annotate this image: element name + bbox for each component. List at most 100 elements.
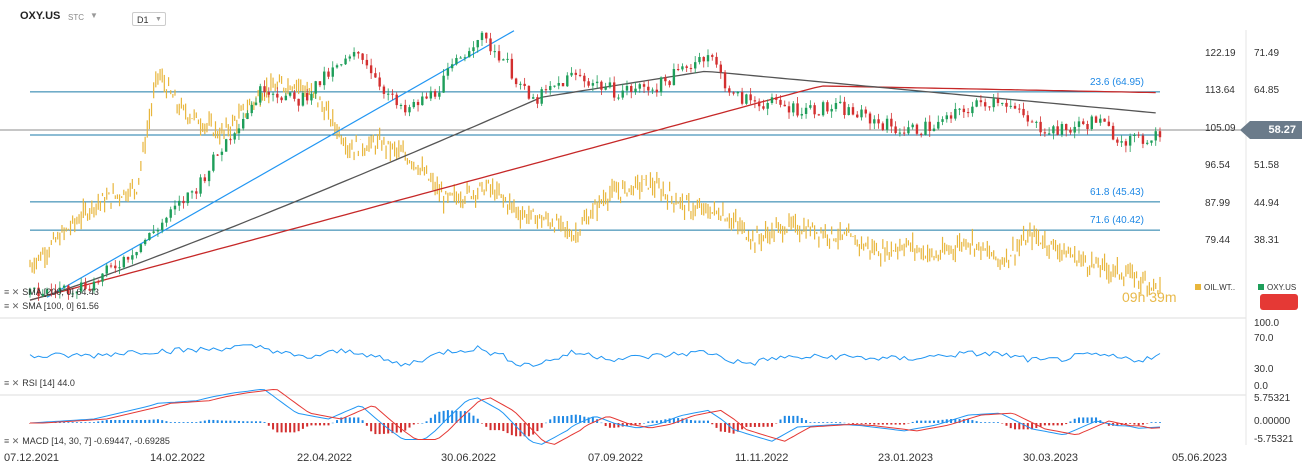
macd-histogram-bar <box>289 423 292 433</box>
macd-histogram-bar <box>438 411 441 423</box>
macd-histogram-bar <box>668 418 671 423</box>
macd-histogram-bar <box>481 423 483 424</box>
sma200-label[interactable]: ≡ ✕ SMA [200, 0] 64.43 <box>4 287 99 298</box>
macd-label[interactable]: ≡ ✕ MACD [14, 30, 7] -0.69447, -0.69285 <box>4 436 170 447</box>
macd-histogram-bar <box>493 423 496 431</box>
oxy-candle-body <box>1039 121 1042 133</box>
oxy-candle-body <box>745 94 748 104</box>
oxy-candle-body <box>1077 121 1081 127</box>
oxy-candle-body <box>638 84 641 89</box>
macd-histogram-bar <box>114 419 117 423</box>
oxy-candle-body <box>983 102 987 107</box>
oxy-candle-body <box>75 291 79 294</box>
oxy-candle-body <box>787 106 791 113</box>
macd-histogram-bar <box>736 423 739 432</box>
sell-button[interactable] <box>1260 294 1298 310</box>
oxy-candle-body <box>979 100 983 103</box>
macd-histogram-bar <box>830 422 833 423</box>
macd-histogram-bar <box>459 411 462 423</box>
oxy-candle-body <box>259 86 262 103</box>
oxy-candle-body <box>1116 139 1119 143</box>
macd-histogram-bar <box>421 423 424 424</box>
oxy-candle-body <box>148 232 151 240</box>
macd-histogram-bar <box>950 419 953 423</box>
legend-oil[interactable]: OIL.WT.. <box>1195 283 1235 292</box>
date-axis-tick: 07.12.2021 <box>4 452 60 464</box>
symbol-dropdown-icon[interactable]: ▼ <box>90 11 98 20</box>
macd-histogram-bar <box>954 419 957 423</box>
macd-histogram-bar <box>340 417 343 423</box>
macd-histogram-bar <box>788 415 791 423</box>
menu-icon[interactable]: ≡ ✕ <box>4 287 20 297</box>
oxy-candle-body <box>331 67 334 77</box>
oxy-candle-body <box>868 113 872 124</box>
macd-histogram-bar <box>1150 422 1153 423</box>
macd-histogram-bar <box>152 419 155 423</box>
macd-histogram-bar <box>131 419 134 423</box>
oil-axis-tick: 113.64 <box>1205 85 1235 97</box>
oxy-candle-body <box>114 265 117 269</box>
rsi-text: RSI [14] 44.0 <box>22 378 75 388</box>
macd-histogram-bar <box>958 419 961 423</box>
oxy-candle-body <box>1026 115 1030 122</box>
macd-histogram-bar <box>677 418 680 423</box>
macd-histogram-bar <box>898 423 901 425</box>
oxy-candle-body <box>655 89 659 93</box>
oxy-candle-body <box>570 72 573 76</box>
oxy-candle-body <box>668 81 671 86</box>
macd-histogram-bar <box>58 422 61 423</box>
macd-histogram-bar <box>301 423 304 429</box>
legend-oxy[interactable]: OXY.US <box>1258 283 1296 292</box>
menu-icon[interactable]: ≡ ✕ <box>4 436 20 446</box>
macd-histogram-bar <box>429 417 432 423</box>
macd-histogram-bar <box>1014 423 1017 430</box>
oxy-candle-body <box>1043 132 1047 134</box>
oxy-candle-body <box>472 47 475 52</box>
sma100-label[interactable]: ≡ ✕ SMA [100, 0] 61.56 <box>4 301 99 312</box>
macd-histogram-bar <box>233 420 236 423</box>
rsi-label[interactable]: ≡ ✕ RSI [14] 44.0 <box>4 378 75 389</box>
oxy-candle-body <box>578 74 582 76</box>
macd-histogram-bar <box>817 422 820 423</box>
oxy-candle-body <box>92 281 96 291</box>
macd-histogram-bar <box>1052 423 1055 426</box>
oxy-candle-body <box>105 265 108 274</box>
menu-icon[interactable]: ≡ ✕ <box>4 301 20 311</box>
oxy-axis-tick: 64.85 <box>1254 85 1280 97</box>
macd-histogram-bar <box>1039 423 1042 427</box>
oxy-axis-tick: 51.58 <box>1254 160 1280 172</box>
macd-histogram-bar <box>191 422 194 423</box>
oxy-candle-body <box>608 82 612 88</box>
macd-histogram-bar <box>796 415 799 423</box>
macd-histogram-bar <box>941 419 944 423</box>
macd-histogram-bar <box>297 423 300 432</box>
macd-histogram-bar <box>647 421 650 423</box>
oxy-candle-body <box>804 107 808 114</box>
macd-histogram-bar <box>318 423 321 426</box>
macd-histogram-bar <box>881 423 884 425</box>
macd-histogram-bar <box>651 420 654 423</box>
menu-icon[interactable]: ≡ ✕ <box>4 378 20 388</box>
oxy-candle-body <box>924 121 927 135</box>
oxy-candle-body <box>813 105 816 115</box>
macd-histogram-bar <box>476 418 479 423</box>
oxy-candle-body <box>463 57 467 59</box>
macd-histogram-bar <box>834 422 837 423</box>
oxy-candle-body <box>305 93 309 101</box>
macd-histogram-bar <box>540 423 543 428</box>
macd-histogram-bar <box>672 418 675 423</box>
rsi-axis-tick: 100.0 <box>1254 318 1280 329</box>
oxy-candle-body <box>293 92 296 99</box>
rsi-line <box>29 344 1161 367</box>
timeframe-select[interactable]: D1 ▼ <box>132 12 166 26</box>
fib-level-label: 71.6 (40.42) <box>1090 215 1144 227</box>
symbol-label[interactable]: OXY.US <box>20 10 61 22</box>
macd-histogram-bar <box>1069 421 1072 423</box>
macd-histogram-bar <box>719 423 722 432</box>
macd-histogram-bar <box>779 419 782 423</box>
date-axis-tick: 30.06.2022 <box>441 452 497 464</box>
oxy-candle-body <box>975 100 978 107</box>
oxy-candle-body <box>1030 121 1034 123</box>
macd-histogram-bar <box>996 422 999 423</box>
